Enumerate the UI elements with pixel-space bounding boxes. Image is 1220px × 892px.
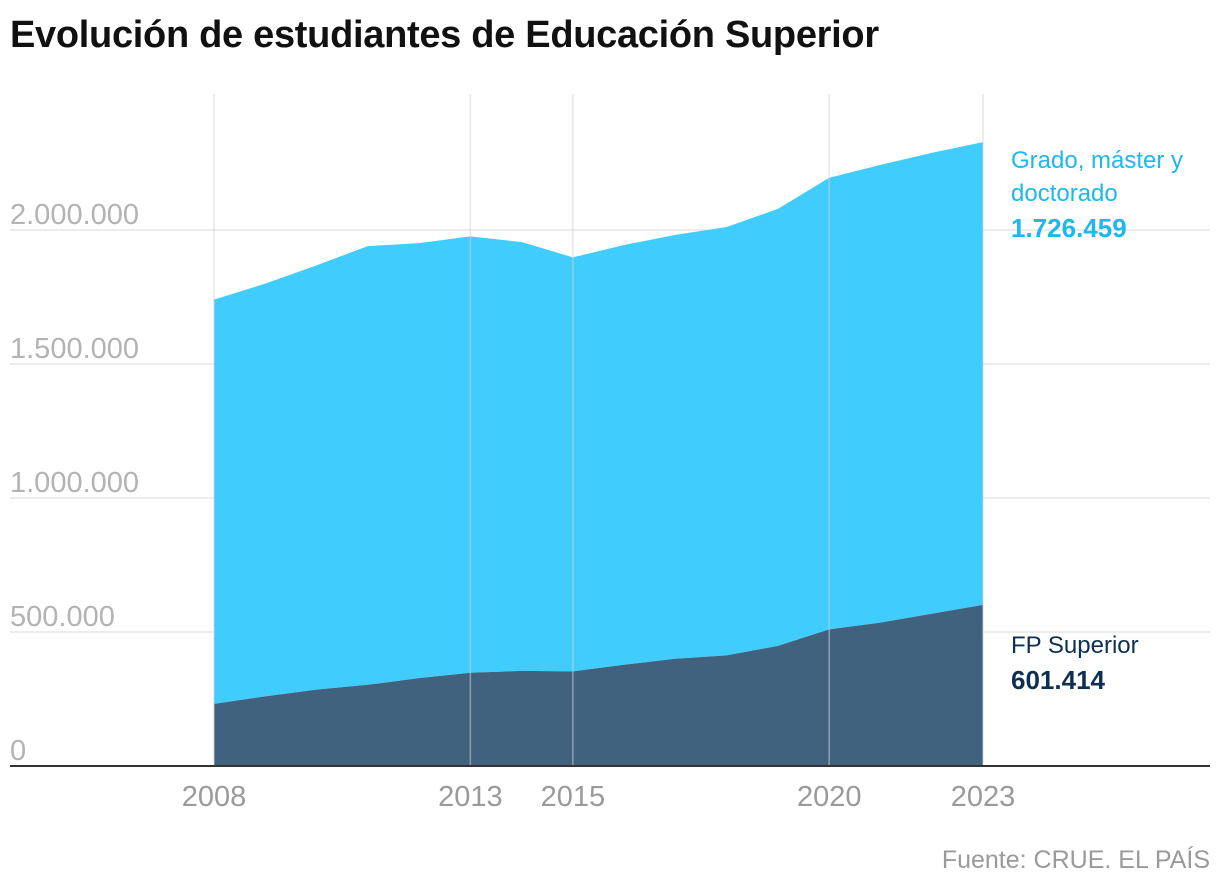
x-tick-label: 2015	[541, 781, 606, 813]
source-note: Fuente: CRUE. EL PAÍS	[941, 846, 1210, 874]
y-tick-label: 1.500.000	[10, 333, 139, 365]
x-tick-label: 2023	[951, 781, 1016, 813]
y-tick-label: 2.000.000	[10, 199, 139, 231]
series-value-fp: 601.414	[1011, 665, 1106, 695]
area-fp-superior	[214, 604, 983, 766]
x-tick-label: 2013	[438, 781, 503, 813]
series-label-grado: Grado, máster y doctorado 1.726.459	[1011, 147, 1183, 243]
area-grado-master-doctorado	[214, 142, 983, 704]
series-label-grado-line1: Grado, máster y	[1011, 147, 1183, 174]
y-tick-label: 0	[10, 735, 26, 767]
y-tick-label: 1.000.000	[10, 467, 139, 499]
series-value-grado: 1.726.459	[1011, 213, 1127, 243]
y-tick-label: 500.000	[10, 601, 115, 633]
y-axis-ticks: 0 500.000 1.000.000 1.500.000 2.000.000	[10, 199, 139, 767]
vertical-tick-lines	[213, 94, 984, 766]
series-label-fp-line1: FP Superior	[1011, 632, 1139, 659]
series-label-grado-line2: doctorado	[1011, 180, 1118, 207]
x-tick-label: 2020	[797, 781, 862, 813]
series-label-fp: FP Superior 601.414	[1011, 632, 1139, 695]
chart-areas	[214, 142, 983, 766]
x-axis-ticks: 2008 2013 2015 2020 2023	[182, 781, 1016, 813]
chart-title: Evolución de estudiantes de Educación Su…	[10, 14, 879, 56]
x-tick-label: 2008	[182, 781, 247, 813]
